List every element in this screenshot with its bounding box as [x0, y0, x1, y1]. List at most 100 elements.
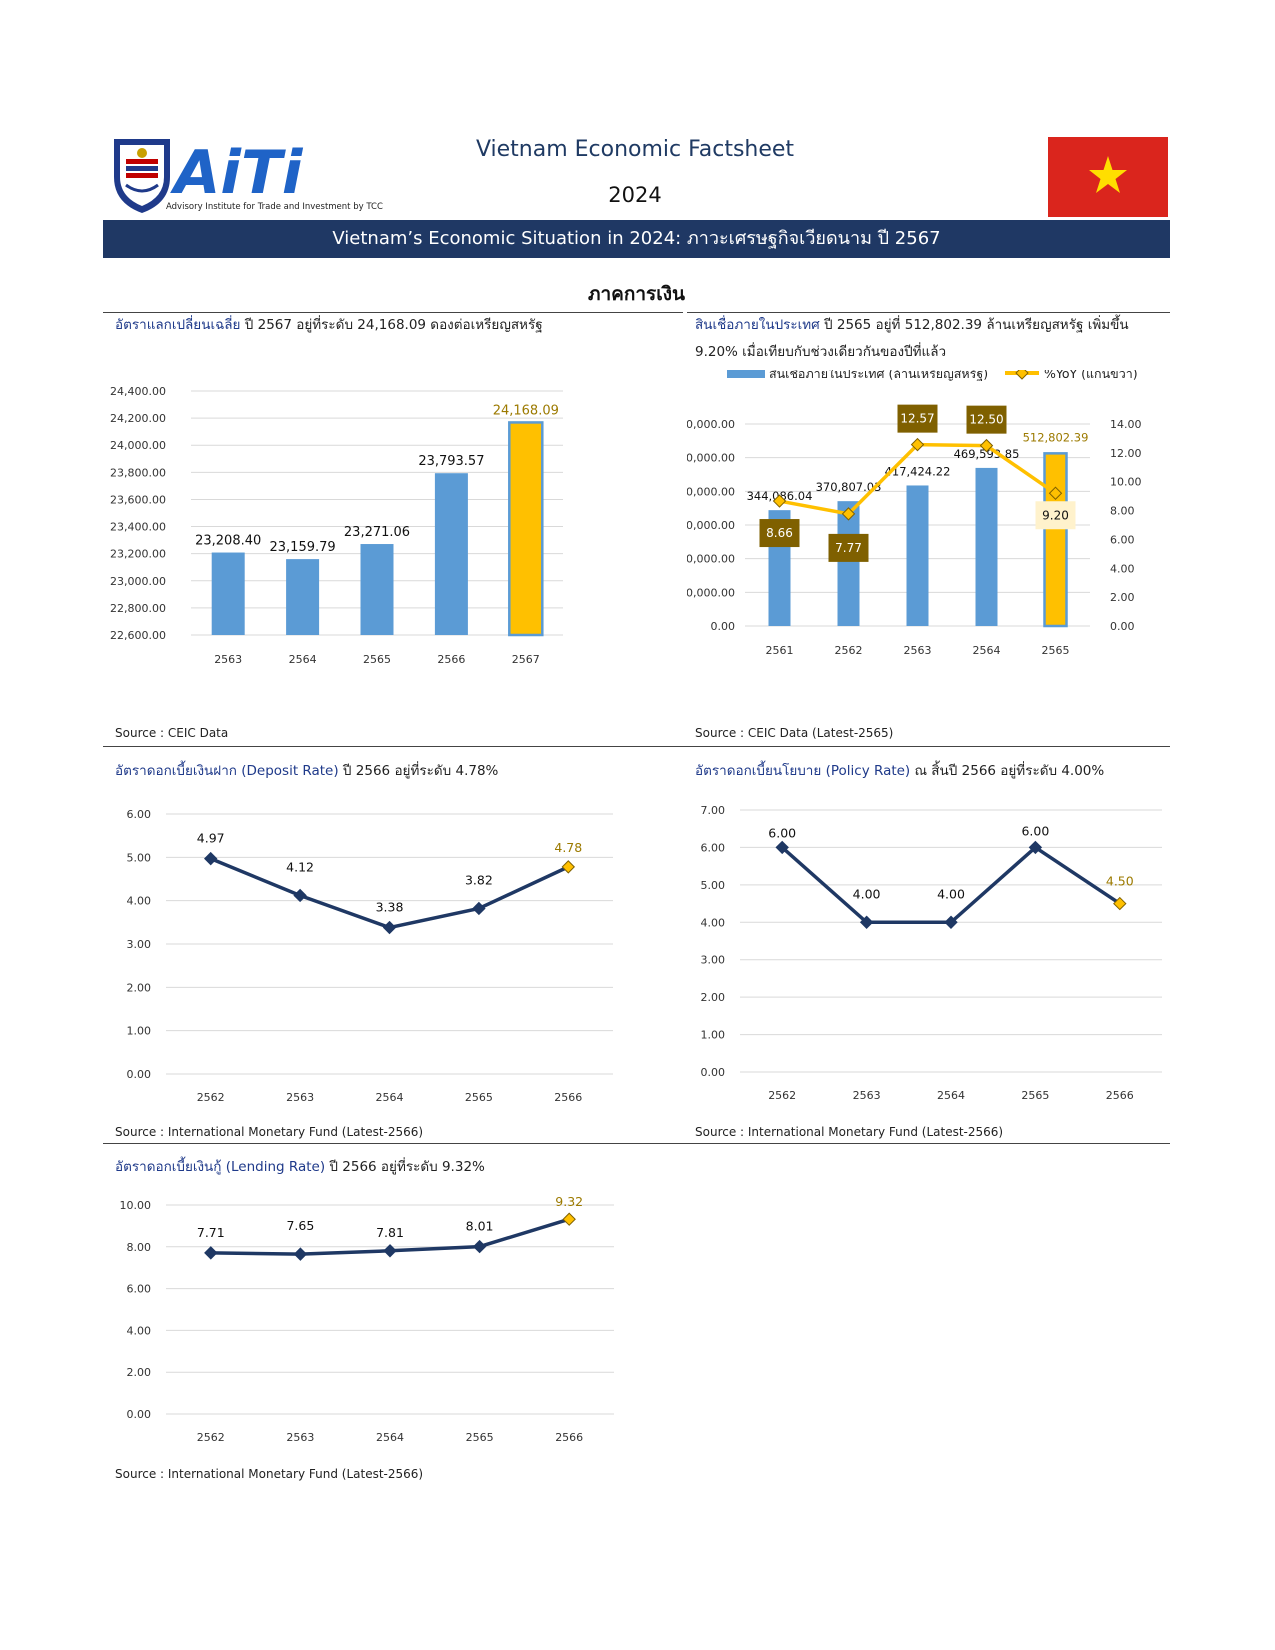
y-tick-label: 8.00 — [127, 1241, 152, 1254]
credit-source: Source : CEIC Data (Latest-2565) — [695, 726, 894, 740]
y-tick-label: 1.00 — [701, 1029, 726, 1042]
lending-caption-title: อัตราดอกเบี้ยเงินกู้ (Lending Rate) — [115, 1159, 326, 1175]
deposit-rate-chart: 0.00 1.00 2.00 3.00 4.00 5.00 6.00 4.97 2562 4.12… — [127, 808, 613, 1104]
y-tick-label: 22,600.00 — [110, 629, 166, 642]
deposit-source: Source : International Monetary Fund (La… — [115, 1125, 424, 1139]
y-tick-label: 23,600.00 — [110, 493, 166, 506]
x-tick-label: 2562 — [768, 1089, 796, 1102]
lending-caption-text: ปี 2566 อยู่ที่ระดับ 9.32% — [325, 1159, 485, 1175]
bar — [360, 544, 394, 635]
data-label: 23,159.79 — [270, 540, 336, 555]
policy-caption-text: ณ สิ้นปี 2566 อยู่ที่ระดับ 4.00% — [910, 763, 1105, 779]
y-tick-label: 4.00 — [127, 1324, 152, 1337]
deposit-caption-title: อัตราดอกเบี้ยเงินฝาก (Deposit Rate) — [115, 763, 339, 779]
x-tick-label: 2564 — [376, 1091, 404, 1104]
yoy-value-label: 8.66 — [766, 526, 793, 540]
exchange-source: Source : CEIC Data — [115, 726, 229, 740]
data-label: 4.78 — [554, 840, 582, 855]
x-tick-label: 2563 — [853, 1089, 881, 1102]
y-tick-label: 5.00 — [701, 879, 726, 892]
yoy-marker — [910, 437, 925, 452]
data-point — [775, 840, 789, 855]
data-label: 4.50 — [1106, 874, 1134, 889]
x-tick-label: 2566 — [554, 1091, 582, 1104]
domestic-credit-chart: 0.00 100,000.00 200,000.00 300,000.00 400,00… — [687, 370, 1142, 657]
exchange-rate-chart: 22,600.00 22,800.00 23,000.00 23,200.00 23,4… — [110, 385, 563, 666]
data-point — [293, 1247, 308, 1261]
deposit-caption-text: ปี 2566 อยู่ที่ระดับ 4.78% — [338, 763, 499, 779]
data-point — [1028, 840, 1043, 855]
logo-wordmark: AiTi — [170, 138, 304, 208]
x-tick-label: 2563 — [904, 644, 932, 657]
y-tick-label: 23,200.00 — [110, 548, 166, 561]
y-tick-label-left: 400,000.00 — [687, 485, 735, 498]
yoy-marker — [1048, 486, 1063, 500]
yoy-value-label: 12.50 — [969, 413, 1003, 427]
series-line — [210, 857, 570, 930]
data-label: 4.00 — [937, 886, 965, 901]
data-point — [562, 1212, 576, 1226]
bar — [837, 501, 860, 626]
policy-source: Source : International Monetary Fund (La… — [695, 1125, 1004, 1139]
bar — [508, 421, 544, 637]
x-tick-label: 2565 — [1021, 1089, 1049, 1102]
document-title: Vietnam Economic Factsheet — [475, 137, 795, 162]
bar-value-label: 417,424.22 — [885, 464, 951, 478]
y-tick-label: 23,000.00 — [110, 575, 166, 588]
aiti-logo: AiTi Advisory Institute for Trade and In… — [114, 138, 383, 213]
y-tick-label: 1.00 — [127, 1025, 152, 1038]
x-tick-label: 2565 — [465, 1091, 493, 1104]
data-label: 8.01 — [466, 1219, 494, 1234]
data-label: 6.00 — [768, 825, 796, 840]
y-tick-label: 0.00 — [127, 1408, 152, 1421]
legend-swatch-bar — [727, 370, 765, 378]
x-tick-label: 2565 — [363, 653, 391, 666]
y-tick-label-left: 0.00 — [711, 620, 736, 633]
data-point — [204, 1246, 218, 1260]
bar — [286, 559, 320, 635]
data-point — [859, 915, 874, 929]
data-label: 6.00 — [1021, 823, 1049, 838]
yoy-value-label: 12.57 — [900, 412, 934, 426]
exchange-caption-text: ปี 2567 อยู่ที่ระดับ 24,168.09 ดองต่อเหร… — [240, 317, 543, 333]
bar-value-label: 370,807.03 — [816, 480, 882, 494]
lending-caption: อัตราดอกเบี้ยเงินกู้ (Lending Rate) ปี 2… — [115, 1154, 675, 1181]
x-tick-label: 2562 — [197, 1091, 225, 1104]
yoy-label-box — [828, 533, 869, 562]
data-label: 9.32 — [555, 1194, 583, 1209]
divider — [103, 746, 1170, 747]
divider — [103, 312, 683, 313]
data-label: 3.38 — [376, 900, 404, 915]
yoy-value-label: 7.77 — [835, 541, 862, 555]
y-tick-label-right: 0.00 — [1110, 620, 1135, 633]
yoy-label-box — [897, 404, 938, 433]
x-tick-label: 2565 — [466, 1431, 494, 1444]
data-point — [293, 888, 307, 903]
bar — [211, 552, 245, 635]
data-label: 23,208.40 — [195, 534, 261, 549]
y-tick-label-right: 10.00 — [1110, 476, 1142, 489]
y-tick-label-right: 2.00 — [1110, 591, 1135, 604]
exchange-caption-title: อัตราแลกเปลี่ยนเฉลี่ย — [115, 317, 241, 333]
x-tick-label: 2564 — [973, 644, 1001, 657]
y-tick-label: 23,800.00 — [110, 466, 166, 479]
y-tick-label: 3.00 — [701, 954, 726, 967]
data-point — [561, 860, 576, 874]
logo-tagline: Advisory Institute for Trade and Investm… — [166, 202, 383, 212]
x-tick-label: 2563 — [286, 1091, 314, 1104]
x-tick-label: 2567 — [512, 653, 540, 666]
yoy-marker — [841, 507, 856, 521]
data-label: 7.81 — [376, 1225, 404, 1240]
y-tick-label: 6.00 — [127, 1283, 152, 1296]
deposit-caption: อัตราดอกเบี้ยเงินฝาก (Deposit Rate) ปี 2… — [115, 758, 675, 785]
credit-caption: สินเชื่อภายในประเทศ ปี 2565 อยู่ที่ 512,… — [695, 312, 1170, 366]
data-point — [472, 1239, 487, 1254]
data-point — [944, 915, 958, 929]
exchange-caption: อัตราแลกเปลี่ยนเฉลี่ย ปี 2567 อยู่ที่ระด… — [115, 312, 675, 339]
data-label: 4.12 — [286, 859, 314, 874]
x-tick-label: 2565 — [1042, 644, 1070, 657]
data-label: 4.00 — [853, 886, 881, 901]
x-tick-label: 2563 — [286, 1431, 314, 1444]
x-tick-label: 2566 — [437, 653, 465, 666]
y-tick-label-right: 6.00 — [1110, 533, 1135, 546]
